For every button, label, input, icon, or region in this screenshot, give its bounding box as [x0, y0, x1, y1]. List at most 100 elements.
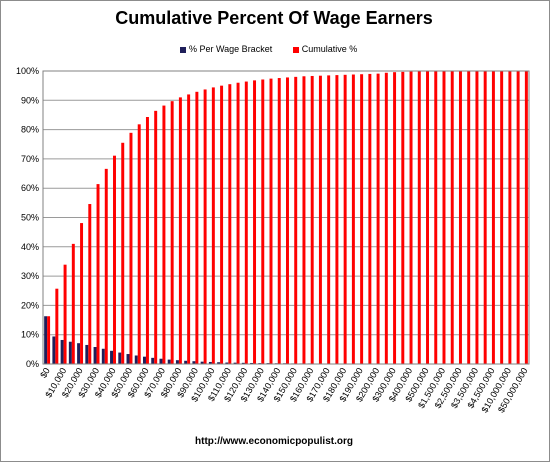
bar-cumulative [384, 72, 388, 365]
y-tick-label: 90% [21, 95, 39, 105]
bar-cumulative [475, 71, 479, 364]
y-tick-label: 30% [21, 271, 39, 281]
bar-cumulative [524, 71, 528, 364]
bar-per-bracket [101, 348, 105, 364]
y-tick-label: 20% [21, 300, 39, 310]
bar-cumulative [351, 74, 355, 365]
bar-per-bracket [159, 358, 163, 364]
legend-swatch-per-bracket [180, 46, 186, 53]
bar-cumulative [261, 79, 265, 364]
bar-cumulative [187, 94, 191, 364]
bar-cumulative [203, 89, 207, 365]
bar-per-bracket [118, 352, 122, 364]
bar-cumulative [88, 204, 92, 364]
bar-cumulative [393, 72, 397, 364]
bar-cumulative [376, 73, 380, 365]
y-tick-label: 40% [21, 242, 39, 252]
bar-cumulative [195, 91, 199, 364]
bar-per-bracket [208, 361, 212, 364]
y-tick-label: 0% [26, 359, 39, 369]
bar-cumulative [516, 71, 520, 364]
bar-cumulative [121, 142, 125, 364]
bar-cumulative [220, 85, 224, 365]
bar-cumulative [55, 288, 59, 364]
bar-per-bracket [85, 344, 89, 364]
bar-per-bracket [60, 339, 64, 364]
bar-cumulative [417, 71, 421, 364]
bar-cumulative [104, 168, 108, 364]
bar-cumulative [236, 82, 240, 364]
bar-cumulative [244, 81, 248, 364]
chart-title: Cumulative Percent Of Wage Earners [115, 8, 433, 28]
bar-cumulative [508, 71, 512, 364]
y-tick-label: 50% [21, 213, 39, 223]
bar-per-bracket [52, 336, 56, 364]
bar-cumulative [178, 97, 182, 365]
bar-per-bracket [44, 316, 48, 364]
y-tick-label: 60% [21, 183, 39, 193]
bar-cumulative [343, 74, 347, 365]
bar-per-bracket [134, 355, 138, 364]
bar-per-bracket [151, 357, 155, 364]
bar-per-bracket [93, 347, 97, 364]
plot-border [42, 70, 530, 365]
bar-per-bracket [217, 362, 221, 364]
bar-cumulative [211, 87, 215, 365]
bar-cumulative [442, 71, 446, 365]
legend-item-cumulative: Cumulative % [292, 44, 358, 54]
bar-cumulative [318, 75, 322, 365]
footer-url: http://www.economicpopulist.org [195, 436, 353, 447]
bar-per-bracket [143, 356, 146, 364]
y-tick-label: 100% [16, 66, 39, 76]
bar-cumulative [310, 75, 314, 364]
bar-per-bracket [167, 359, 171, 364]
bar-per-bracket [126, 354, 130, 364]
legend-label-cumulative: Cumulative % [301, 44, 358, 54]
bar-cumulative [335, 75, 339, 365]
bar-cumulative [467, 71, 471, 365]
bar-per-bracket [225, 362, 229, 364]
bar-cumulative [327, 75, 331, 365]
bar-cumulative [80, 223, 84, 364]
bar-per-bracket [175, 360, 179, 364]
bar-cumulative [483, 71, 487, 364]
bar-cumulative [96, 184, 100, 364]
bar-cumulative [71, 243, 75, 364]
bar-cumulative [491, 71, 495, 364]
bar-per-bracket [184, 360, 188, 364]
bar-cumulative [129, 132, 133, 364]
bar-cumulative [409, 71, 413, 364]
bar-cumulative [63, 264, 67, 364]
y-tick-label: 80% [21, 125, 39, 135]
bar-cumulative [145, 117, 149, 364]
bar-per-bracket [241, 362, 245, 364]
bar-cumulative [170, 101, 174, 364]
y-tick-label: 10% [21, 330, 39, 340]
bar-cumulative [360, 74, 364, 365]
bar-cumulative [228, 84, 232, 364]
legend-item-per-bracket: % Per Wage Bracket [180, 44, 272, 54]
bar-cumulative [458, 71, 462, 365]
bar-cumulative [137, 124, 141, 365]
bar-per-bracket [68, 341, 72, 364]
legend-label-per-bracket: % Per Wage Bracket [189, 44, 273, 54]
bar-cumulative [154, 110, 158, 365]
bar-cumulative [368, 73, 372, 365]
bar-cumulative [294, 76, 298, 365]
bar-cumulative [47, 316, 51, 364]
bar-per-bracket [192, 361, 196, 364]
bar-per-bracket [77, 343, 81, 364]
bar-cumulative [401, 71, 405, 364]
bar-cumulative [434, 71, 438, 365]
bar-cumulative [253, 80, 257, 364]
bar-cumulative [113, 155, 116, 364]
bar-cumulative [500, 71, 504, 364]
bar-cumulative [286, 77, 289, 365]
bar-cumulative [426, 71, 429, 364]
bar-cumulative [277, 78, 281, 365]
y-tick-label: 70% [21, 154, 39, 164]
bar-per-bracket [233, 362, 237, 364]
bar-per-bracket [200, 361, 204, 364]
bar-per-bracket [250, 362, 254, 364]
